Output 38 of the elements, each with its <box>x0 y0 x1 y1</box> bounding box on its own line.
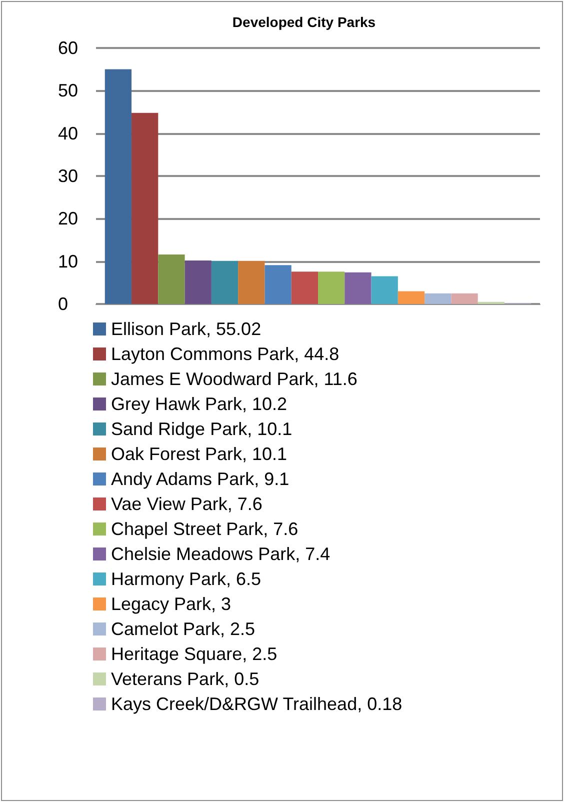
bar <box>104 69 132 304</box>
y-tick-label: 50 <box>58 80 78 101</box>
legend-label: Layton Commons Park, 44.8 <box>111 344 340 364</box>
legend-label: Veterans Park, 0.5 <box>111 669 260 689</box>
bar <box>211 260 238 304</box>
legend-label: Heritage Square, 2.5 <box>111 644 278 664</box>
legend-label: Vae View Park, 7.6 <box>111 494 262 514</box>
y-tick-label: 0 <box>58 294 68 314</box>
bar <box>291 272 318 304</box>
legend-label: Camelot Park, 2.5 <box>111 619 256 639</box>
legend-label: James E Woodward Park, 11.6 <box>111 369 358 389</box>
y-tick-label: 10 <box>58 251 78 272</box>
bar <box>371 276 398 304</box>
bar <box>398 291 425 304</box>
bar <box>424 293 452 304</box>
bar <box>264 265 292 304</box>
legend-label: Kays Creek/D&RGW Trailhead, 0.18 <box>111 694 402 714</box>
y-tick-label: 20 <box>58 208 78 229</box>
y-tick-label: 30 <box>58 166 78 186</box>
bar <box>344 272 372 304</box>
legend-label: Chapel Street Park, 7.6 <box>111 519 298 539</box>
y-tick-label: 60 <box>58 38 78 58</box>
y-tick-label: 40 <box>58 123 78 144</box>
legend-label: Sand Ridge Park, 10.1 <box>111 419 292 439</box>
bar <box>158 254 185 304</box>
bar <box>184 260 212 304</box>
bar <box>238 260 265 304</box>
legend-label: Harmony Park, 6.5 <box>111 569 262 589</box>
legend-label: Ellison Park, 55.02 <box>111 319 262 339</box>
legend-label: Chelsie Meadows Park, 7.4 <box>111 544 330 564</box>
legend-label: Andy Adams Park, 9.1 <box>111 469 290 489</box>
bar <box>318 272 345 304</box>
chart-title: Developed City Parks <box>232 14 376 30</box>
legend-label: Grey Hawk Park, 10.2 <box>111 394 288 414</box>
legend-label: Legacy Park, 3 <box>111 594 232 614</box>
legend-label: Oak Forest Park, 10.1 <box>111 444 288 464</box>
bar <box>132 112 158 304</box>
bar <box>451 293 478 304</box>
